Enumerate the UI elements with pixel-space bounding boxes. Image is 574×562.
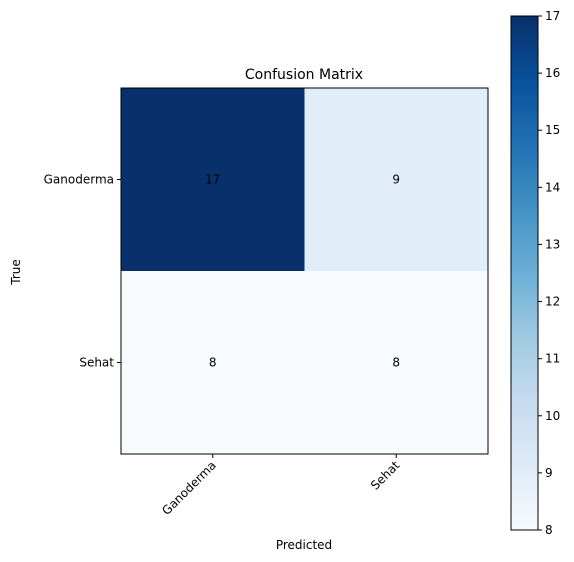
- colorbar: [511, 16, 538, 530]
- y-axis-ticks: Ganoderma Sehat: [44, 173, 121, 370]
- y-axis-label: True: [9, 259, 23, 286]
- y-tick-label: Sehat: [79, 356, 114, 370]
- x-axis-label: Predicted: [276, 538, 332, 552]
- colorbar-tick-label: 12: [545, 295, 560, 309]
- y-tick-label: Ganoderma: [44, 173, 114, 187]
- colorbar-tick-label: 11: [545, 352, 560, 366]
- heatmap-cells: [121, 88, 488, 454]
- colorbar-tick-label: 15: [545, 123, 560, 137]
- x-tick-label: Ganoderma: [159, 458, 219, 518]
- colorbar-tick-label: 8: [545, 523, 553, 537]
- colorbar-tick-label: 17: [545, 9, 560, 23]
- colorbar-ticks: 8 9 10 11 12 13 14 15 16 17: [538, 9, 560, 537]
- colorbar-tick-label: 9: [545, 466, 553, 480]
- x-tick-label: Sehat: [368, 458, 403, 493]
- cell-value-label: 9: [392, 173, 400, 187]
- cell-value-label: 8: [392, 356, 400, 370]
- colorbar-tick-label: 13: [545, 237, 560, 251]
- chart-title: Confusion Matrix: [245, 67, 363, 83]
- colorbar-tick-label: 14: [545, 180, 560, 194]
- cell-value-label: 8: [209, 356, 217, 370]
- cell-value-label: 17: [205, 173, 220, 187]
- colorbar-tick-label: 16: [545, 66, 560, 80]
- colorbar-tick-label: 10: [545, 409, 560, 423]
- x-axis-ticks: Ganoderma Sehat: [159, 454, 402, 518]
